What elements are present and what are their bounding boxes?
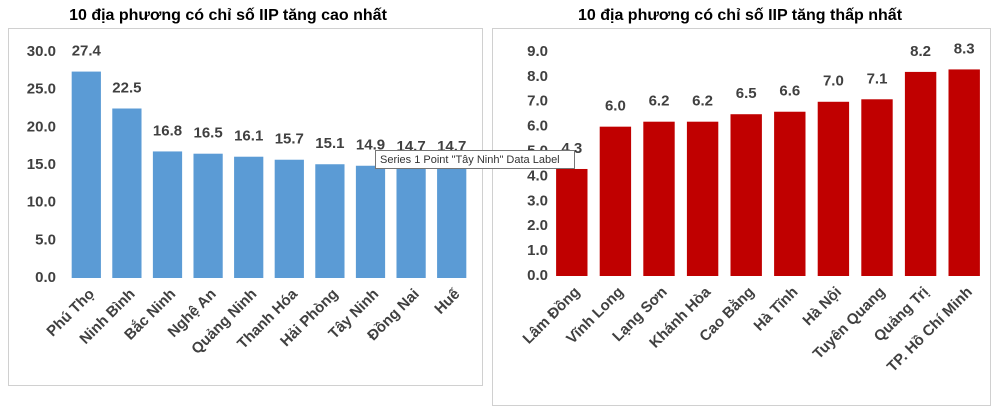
data-label: 6.6 xyxy=(779,83,800,100)
data-label: 16.8 xyxy=(153,122,182,139)
tooltip: Series 1 Point "Tây Ninh" Data Label xyxy=(380,154,560,166)
bar xyxy=(730,114,762,276)
bar xyxy=(315,164,345,278)
bar xyxy=(234,156,264,278)
y-tick-label: 20.0 xyxy=(27,118,56,135)
y-tick-label: 0.0 xyxy=(527,267,548,284)
bar xyxy=(948,69,980,276)
data-label: 8.3 xyxy=(954,40,975,57)
right-panel xyxy=(492,28,991,406)
data-label: 7.1 xyxy=(867,70,888,87)
y-tick-label: 10.0 xyxy=(27,194,56,211)
x-tick-label: Huế xyxy=(431,285,464,318)
data-label: 15.7 xyxy=(275,131,304,148)
bar xyxy=(904,71,937,277)
data-label: 14.9 xyxy=(356,137,385,154)
y-tick-label: 4.0 xyxy=(527,167,548,184)
bar xyxy=(355,165,386,278)
chart-title: 10 địa phương có chỉ số IIP tăng thấp nh… xyxy=(578,7,903,24)
tooltip-box xyxy=(375,150,575,169)
bar xyxy=(112,108,142,278)
data-label: 6.5 xyxy=(736,85,757,102)
data-label: 27.4 xyxy=(72,43,102,60)
data-label: 15.1 xyxy=(315,135,344,152)
y-tick-label: 2.0 xyxy=(527,217,548,234)
bar xyxy=(193,153,223,278)
data-label: 8.2 xyxy=(910,43,931,60)
bar xyxy=(817,101,850,277)
y-tick-label: 6.0 xyxy=(527,118,548,135)
bar xyxy=(686,121,719,276)
x-tick-label: Hà Tĩnh xyxy=(751,284,802,335)
data-label: 6.0 xyxy=(605,98,626,115)
y-tick-label: 8.0 xyxy=(527,68,548,85)
bar xyxy=(274,159,304,278)
bar xyxy=(599,126,632,277)
y-tick-label: 1.0 xyxy=(527,242,548,259)
y-tick-label: 5.0 xyxy=(35,231,56,248)
bar xyxy=(437,167,467,278)
data-label: 6.2 xyxy=(692,93,713,110)
bar xyxy=(71,71,101,278)
data-label: 7.0 xyxy=(823,73,844,90)
y-tick-label: 3.0 xyxy=(527,192,548,209)
chart-title: 10 địa phương có chỉ số IIP tăng cao nhấ… xyxy=(69,7,388,24)
y-tick-label: 15.0 xyxy=(27,156,56,173)
bar xyxy=(396,167,426,278)
bar xyxy=(774,111,806,276)
bar xyxy=(152,151,183,278)
y-tick-label: 7.0 xyxy=(527,93,548,110)
bar xyxy=(643,121,675,276)
data-label: 16.1 xyxy=(234,128,263,145)
y-tick-label: 30.0 xyxy=(27,43,56,60)
y-tick-label: 9.0 xyxy=(527,43,548,60)
data-label: 22.5 xyxy=(112,79,141,96)
bar xyxy=(861,99,893,277)
left-panel xyxy=(8,28,483,386)
data-label: 6.2 xyxy=(649,93,670,110)
data-label: 16.5 xyxy=(193,125,222,142)
y-tick-label: 0.0 xyxy=(35,269,56,286)
y-tick-label: 25.0 xyxy=(27,81,56,98)
bar xyxy=(556,168,588,276)
